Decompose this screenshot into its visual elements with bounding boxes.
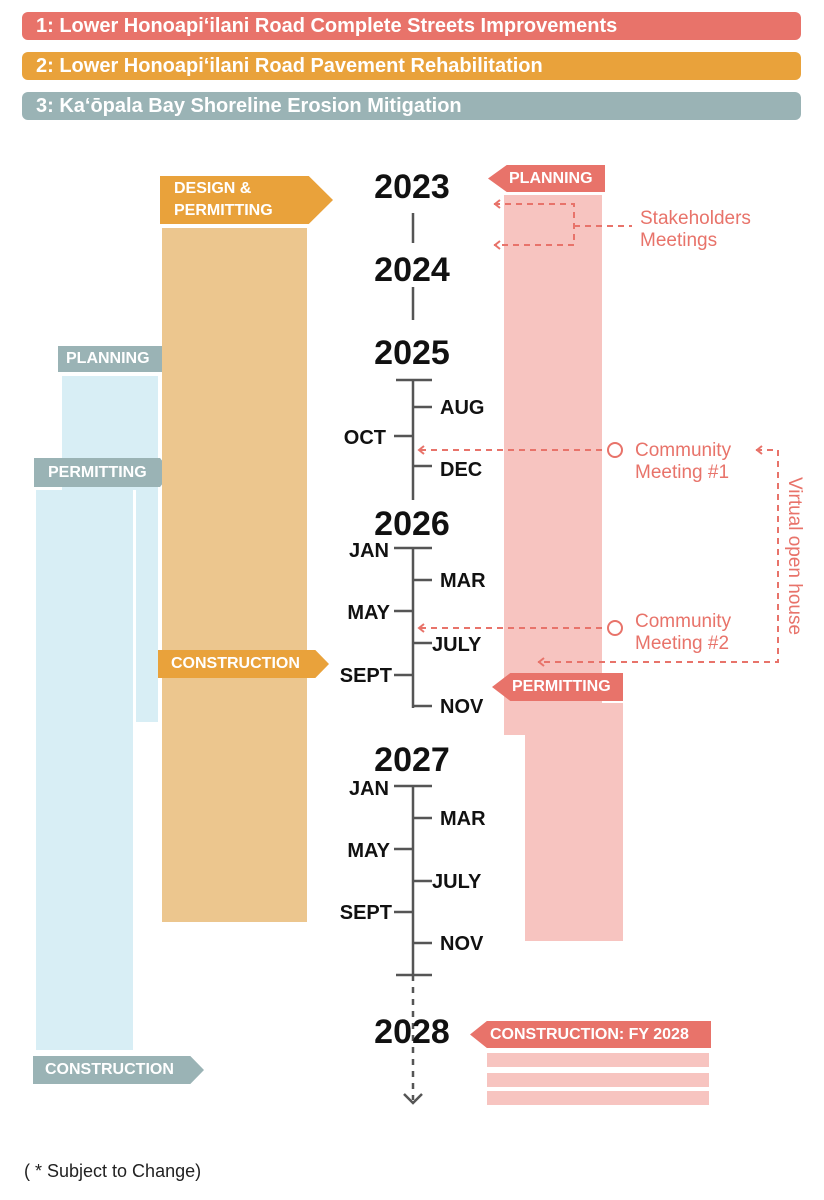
- month-mar-2027: MAR: [440, 808, 486, 830]
- p1-permitting-tag: PERMITTING: [492, 673, 623, 701]
- month-aug-2025: AUG: [440, 397, 485, 419]
- note-line: Stakeholders: [640, 208, 751, 229]
- p3-permitting-bar: [36, 490, 136, 1050]
- p3-permitting-tag: PERMITTING: [34, 458, 171, 487]
- month-may-2026: MAY: [347, 602, 390, 624]
- note-line: Meeting #1: [635, 462, 730, 483]
- legend-project-3: 3: Ka‘ōpala Bay Shoreline Erosion Mitiga…: [22, 92, 801, 120]
- legend-project-2: 2: Lower Honoapi‘ilani Road Pavement Reh…: [22, 52, 801, 80]
- note-line: Meetings: [640, 230, 718, 251]
- p2-construction-tag: CONSTRUCTION: [158, 650, 329, 678]
- year-2028: 2028: [374, 1013, 450, 1051]
- p3-construction-tag: CONSTRUCTION: [33, 1056, 204, 1084]
- p1-planning-tag: PLANNING: [488, 165, 605, 192]
- month-july-2027: JULY: [432, 871, 482, 893]
- virtual-open-house-note: Virtual open house: [784, 476, 805, 636]
- month-july-2026: JULY: [432, 634, 482, 656]
- p1-planning-bar: [504, 195, 602, 735]
- month-nov-2026: NOV: [440, 696, 484, 718]
- month-sept-2027: SEPT: [339, 902, 392, 924]
- p1-permitting-bar: [525, 703, 623, 941]
- legend-project-1: 1: Lower Honoapi‘ilani Road Complete Str…: [22, 12, 801, 40]
- month-may-2027: MAY: [347, 840, 390, 862]
- note-line: Community: [635, 440, 732, 461]
- p2-design-permitting-tag: DESIGN & PERMITTING: [160, 176, 333, 224]
- month-jan-2027: JAN: [348, 778, 389, 800]
- month-sept-2026: SEPT: [339, 665, 392, 687]
- year-2027: 2027: [374, 741, 450, 779]
- year-2023: 2023: [374, 168, 450, 206]
- year-2024: 2024: [374, 251, 450, 289]
- note-line: Community: [635, 611, 732, 632]
- month-oct-2025: OCT: [343, 427, 386, 449]
- p1-construction-bar: [487, 1053, 709, 1067]
- p2-design-label: DESIGN & PERMITTING: [174, 180, 273, 219]
- year-2025: 2025: [374, 334, 450, 372]
- month-nov-2027: NOV: [440, 933, 484, 955]
- community-meeting-1-marker: [607, 442, 623, 458]
- month-jan-2026: JAN: [348, 540, 389, 562]
- footnote: ( * Subject to Change): [24, 1161, 202, 1181]
- p1-construction-bar: [487, 1073, 709, 1087]
- community-meeting-2-marker: [607, 620, 623, 636]
- year-2026: 2026: [374, 505, 450, 543]
- p3-planning-tag: PLANNING: [58, 346, 174, 372]
- p1-construction-bar: [487, 1091, 709, 1105]
- p2-bar: [162, 228, 307, 922]
- month-dec-2025: DEC: [440, 459, 483, 481]
- note-line: Meeting #2: [635, 633, 730, 654]
- month-mar-2026: MAR: [440, 570, 486, 592]
- community-meeting-2-note: Community Meeting #2: [635, 611, 731, 655]
- community-meeting-1-note: Community Meeting #1: [635, 440, 731, 484]
- stakeholders-meetings-note: Stakeholders Meetings: [640, 208, 751, 252]
- p1-construction-tag: CONSTRUCTION: FY 2028: [470, 1021, 711, 1048]
